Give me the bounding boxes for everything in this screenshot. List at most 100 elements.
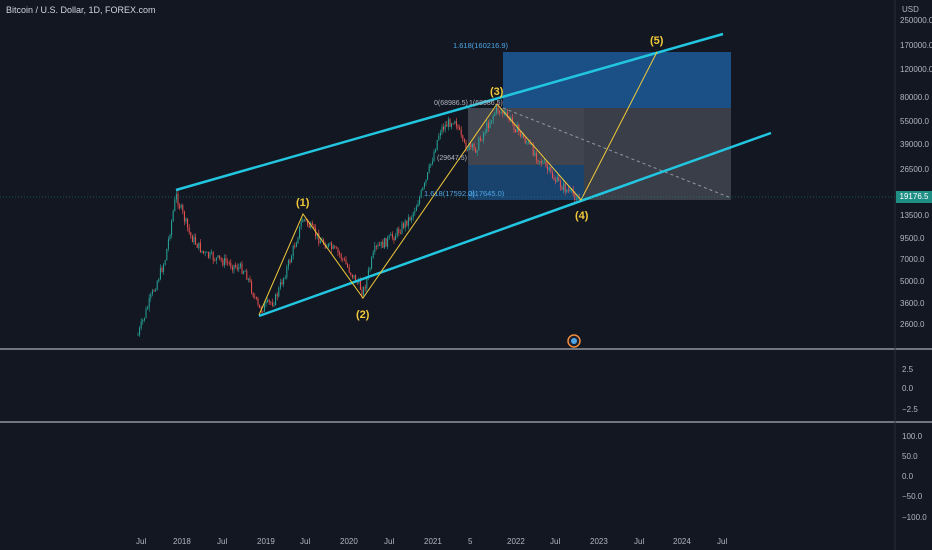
candle-body (175, 193, 177, 200)
event-marker-dot (571, 338, 577, 344)
candle-body (180, 205, 182, 208)
candle-body (532, 144, 534, 156)
candle-body (367, 269, 369, 278)
candle-body (137, 334, 139, 336)
candle-body (271, 302, 273, 306)
candle-body (153, 290, 155, 292)
candle-body (454, 121, 456, 124)
candle-body (142, 320, 144, 322)
time-tick-label: 2018 (173, 537, 191, 546)
candle-body (209, 252, 211, 258)
candle-body (566, 189, 568, 193)
indicator1-tick-label: −2.5 (902, 405, 918, 414)
candle-body (412, 212, 414, 218)
candle-body (494, 112, 496, 116)
candle-body (300, 222, 302, 227)
candle-body (286, 266, 288, 278)
candle-body (147, 307, 149, 310)
indicator1-axis[interactable]: 2.5 0.0 −2.5 (902, 365, 918, 414)
candle-body (225, 257, 227, 263)
fib-target-box (503, 52, 731, 108)
indicator2-tick-label: 50.0 (902, 452, 918, 461)
fib-target-label: 1.618(160216.9) (453, 41, 509, 50)
candle-body (259, 304, 261, 308)
time-axis[interactable]: Jul 2018 Jul 2019 Jul 2020 Jul 2021 5 2022 Jul 2023… (136, 537, 727, 546)
candle-body (278, 287, 280, 297)
candle-body (262, 311, 264, 312)
candle-body (311, 223, 313, 226)
candle-body (383, 238, 385, 248)
candle-body (345, 259, 347, 265)
candle-body (334, 245, 336, 248)
candle-body (507, 112, 509, 117)
channel-upper-line[interactable] (175, 32, 724, 192)
indicator2-axis[interactable]: 100.0 50.0 0.0 −50.0 −100.0 (902, 432, 927, 522)
candle-body (460, 129, 462, 136)
candle-body (548, 167, 550, 171)
time-tick-label: 2020 (340, 537, 358, 546)
candle-body (438, 135, 440, 141)
candle-body (284, 277, 286, 279)
candle-body (535, 152, 537, 161)
candle-body (231, 267, 233, 270)
wave-label-1: (1) (296, 197, 310, 209)
candle-body (241, 263, 243, 274)
candle-body (540, 161, 542, 164)
candle-body (156, 281, 158, 290)
candle-body (247, 278, 249, 280)
candle-body (524, 138, 526, 143)
candle-body (188, 227, 190, 233)
candle-body (191, 235, 193, 243)
candle-body (297, 238, 299, 243)
candle-body (385, 238, 387, 247)
candle-body (331, 243, 333, 250)
candle-body (267, 299, 269, 302)
candle-body (198, 242, 200, 248)
candle-body (323, 239, 325, 245)
fib-top-label: 0(68986.5) (434, 100, 468, 107)
candle-body (369, 268, 371, 270)
indicator2-tick-label: 0.0 (902, 472, 914, 481)
candle-body (556, 177, 558, 182)
candle-body (148, 297, 150, 308)
candle-body (305, 219, 307, 221)
candle-body (553, 178, 555, 181)
fib-box-lower-left (468, 165, 584, 200)
price-tick-label: 5000.0 (900, 277, 925, 286)
candle-body (531, 144, 533, 145)
candle-body (159, 268, 161, 280)
candle-body (516, 124, 518, 133)
candle-body (150, 294, 152, 298)
candle-body (427, 172, 429, 180)
candle-body (463, 139, 465, 142)
candle-body (279, 282, 281, 288)
candle-body (473, 143, 475, 149)
candle-body (235, 265, 237, 267)
price-tick-label: 9500.0 (900, 234, 925, 243)
candle-body (167, 239, 169, 249)
candle-body (379, 245, 381, 246)
elliott-wave-path[interactable] (258, 51, 658, 316)
channel-lower-line[interactable] (258, 131, 772, 318)
time-tick-label: Jul (634, 537, 644, 546)
price-tick-label: 26500.0 (900, 165, 929, 174)
candle-body (467, 149, 469, 151)
candle-body (217, 255, 219, 258)
fib-bottom-label: 1.618(17592.2) (424, 189, 475, 198)
candle-body (500, 111, 502, 113)
candle-body (404, 220, 406, 228)
candle-body (425, 179, 427, 184)
time-tick-label: 2022 (507, 537, 525, 546)
candle-body (337, 248, 339, 253)
candle-body (411, 217, 413, 220)
candle-body (395, 235, 397, 241)
candle-body (236, 266, 238, 270)
candle-body (523, 133, 525, 139)
candle-body (252, 292, 254, 297)
candle-body (163, 264, 165, 272)
time-tick-label: 2021 (424, 537, 442, 546)
candle-body (377, 245, 379, 247)
candle-body (268, 299, 270, 303)
price-axis[interactable]: 250000.0 170000.0 120000.0 80000.0 55000.0 39… (900, 16, 932, 329)
